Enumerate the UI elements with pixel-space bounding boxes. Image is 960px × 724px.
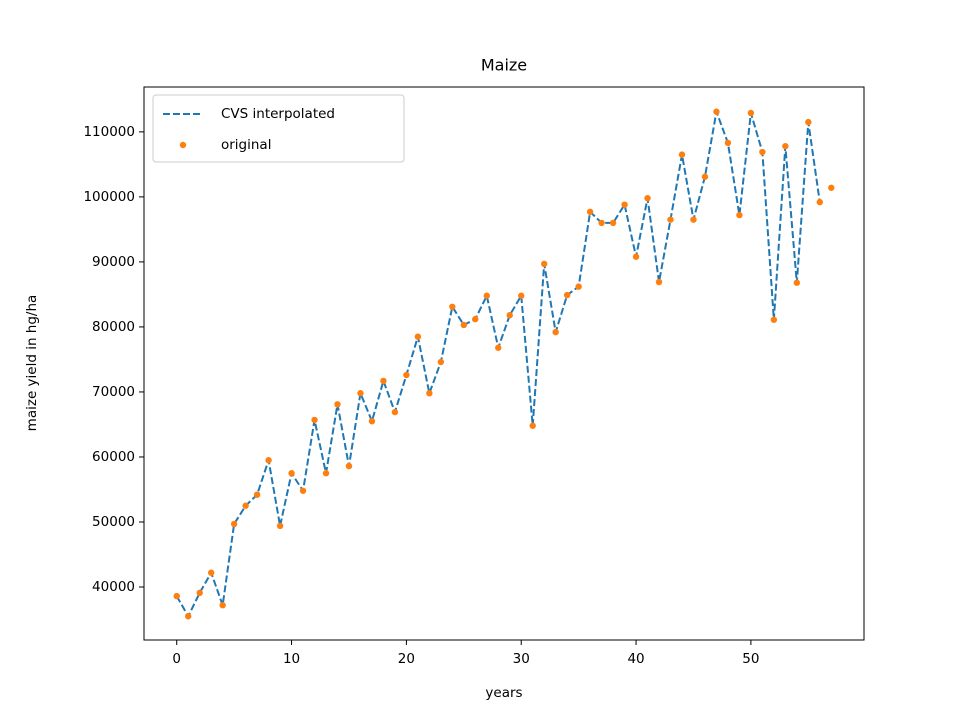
plot-frame	[143, 86, 865, 641]
data-point	[196, 589, 203, 597]
y-tick-label: 60000	[92, 449, 135, 465]
data-point	[701, 173, 709, 180]
data-point	[598, 219, 605, 227]
x-axis-label: years	[485, 685, 522, 701]
data-point	[207, 569, 215, 576]
data-point	[173, 592, 180, 600]
data-point	[552, 328, 559, 336]
data-point	[770, 316, 778, 323]
data-point	[713, 108, 720, 115]
data-point	[185, 613, 192, 620]
data-point	[276, 522, 284, 530]
data-point	[529, 422, 536, 429]
data-point	[736, 211, 743, 219]
data-point	[345, 462, 353, 470]
data-point	[460, 321, 468, 329]
data-point	[414, 333, 422, 340]
y-tick-label: 110000	[83, 124, 135, 140]
data-point	[793, 279, 801, 286]
data-point	[483, 292, 490, 299]
data-point	[678, 151, 686, 158]
data-point	[828, 184, 835, 191]
x-tick-label: 50	[742, 651, 759, 667]
data-point	[816, 198, 823, 206]
y-tick-label: 40000	[92, 579, 135, 595]
x-tick-label: 30	[513, 651, 530, 667]
x-tick-label: 0	[172, 651, 181, 667]
data-point	[472, 315, 479, 323]
chart-title: Maize	[481, 56, 527, 75]
legend-box	[152, 94, 405, 163]
legend-label: CVS interpolated	[221, 106, 335, 122]
data-point	[563, 291, 571, 299]
data-point	[655, 278, 663, 286]
data-point	[403, 371, 410, 379]
y-tick-label: 50000	[92, 514, 135, 530]
data-point	[437, 358, 445, 366]
x-tick-label: 40	[627, 651, 644, 667]
data-point	[644, 194, 651, 202]
legend-label: original	[221, 137, 271, 153]
data-point	[299, 487, 307, 494]
data-point	[265, 457, 272, 464]
data-point	[322, 470, 330, 477]
data-point	[690, 216, 697, 223]
data-point	[540, 260, 548, 268]
data-point	[805, 118, 812, 126]
data-point	[724, 139, 732, 147]
y-tick-label: 70000	[92, 384, 135, 400]
data-point	[242, 502, 249, 509]
data-point	[518, 292, 525, 299]
y-axis-label: maize yield in hg/ha	[24, 295, 40, 432]
data-point	[368, 418, 376, 425]
data-point	[782, 142, 789, 150]
data-point	[357, 390, 364, 397]
data-point	[609, 219, 617, 227]
data-point	[621, 201, 628, 208]
data-point	[380, 377, 387, 385]
data-point	[253, 491, 261, 498]
legend-marker	[179, 141, 187, 149]
data-point	[495, 344, 502, 351]
data-point	[426, 390, 433, 397]
y-tick-label: 100000	[83, 189, 135, 205]
data-point	[667, 216, 674, 223]
data-point	[219, 602, 226, 609]
data-point	[747, 109, 755, 117]
data-point	[391, 408, 399, 416]
data-point	[449, 303, 456, 310]
data-point	[632, 253, 640, 260]
x-tick-label: 10	[283, 651, 300, 667]
x-tick-label: 20	[398, 651, 415, 667]
data-point	[288, 470, 295, 477]
y-tick-label: 90000	[92, 254, 135, 270]
data-point	[311, 416, 318, 424]
y-tick-label: 80000	[92, 319, 135, 335]
data-point	[230, 520, 238, 528]
data-point	[334, 401, 341, 408]
data-point	[575, 283, 582, 290]
data-point	[506, 312, 513, 319]
data-point	[759, 148, 766, 156]
data-point	[586, 208, 594, 216]
